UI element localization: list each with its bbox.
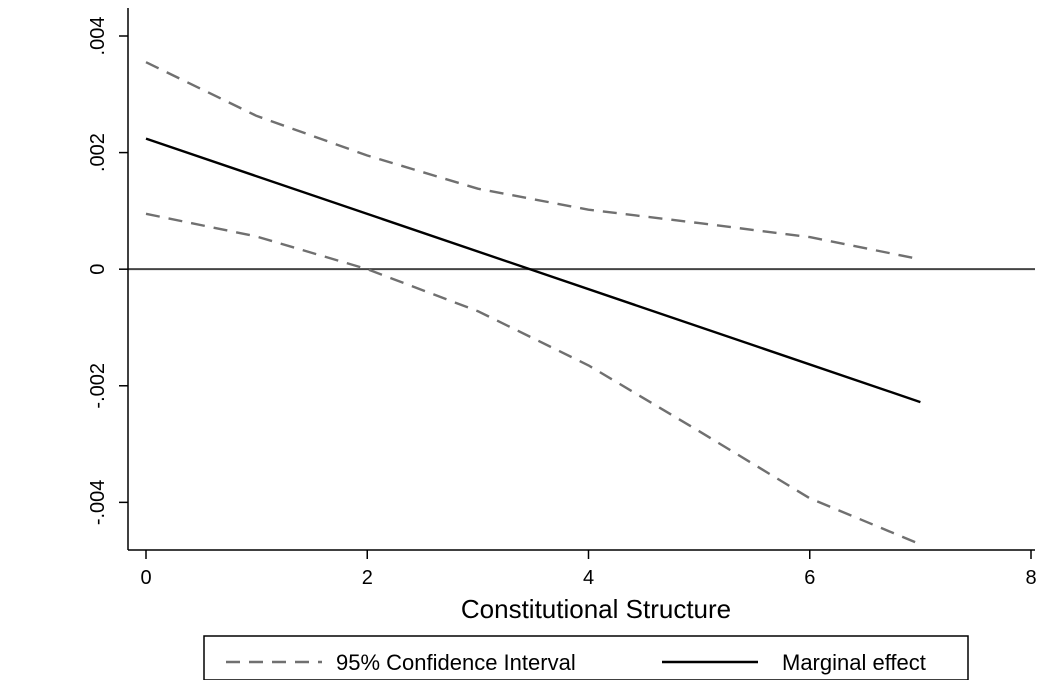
y-tick-label: .002 xyxy=(87,133,109,172)
legend-box xyxy=(203,635,969,680)
y-tick-label: -.004 xyxy=(87,480,109,526)
x-tick-label: 4 xyxy=(583,567,594,589)
legend-label-marginal: Marginal effect xyxy=(782,650,926,675)
legend: 95% Confidence Interval Marginal effect xyxy=(203,635,969,680)
y-tick-label: .004 xyxy=(87,17,109,56)
x-tick-label: 2 xyxy=(362,567,373,589)
axes: 0 2 4 6 8 -.004 -.002 0 .002 .004 xyxy=(87,8,1037,589)
x-tick-label: 6 xyxy=(804,567,815,589)
ci-upper-line xyxy=(145,61,921,261)
x-axis-title: Constitutional Structure xyxy=(461,594,731,624)
plot-area xyxy=(128,61,1035,546)
x-tick-label: 8 xyxy=(1025,567,1036,589)
legend-label-ci: 95% Confidence Interval xyxy=(336,650,576,675)
marginal-effect-line xyxy=(145,137,921,404)
x-tick-label: 0 xyxy=(140,567,151,589)
y-tick-label: 0 xyxy=(87,264,109,275)
y-tick-label: -.002 xyxy=(87,363,109,409)
